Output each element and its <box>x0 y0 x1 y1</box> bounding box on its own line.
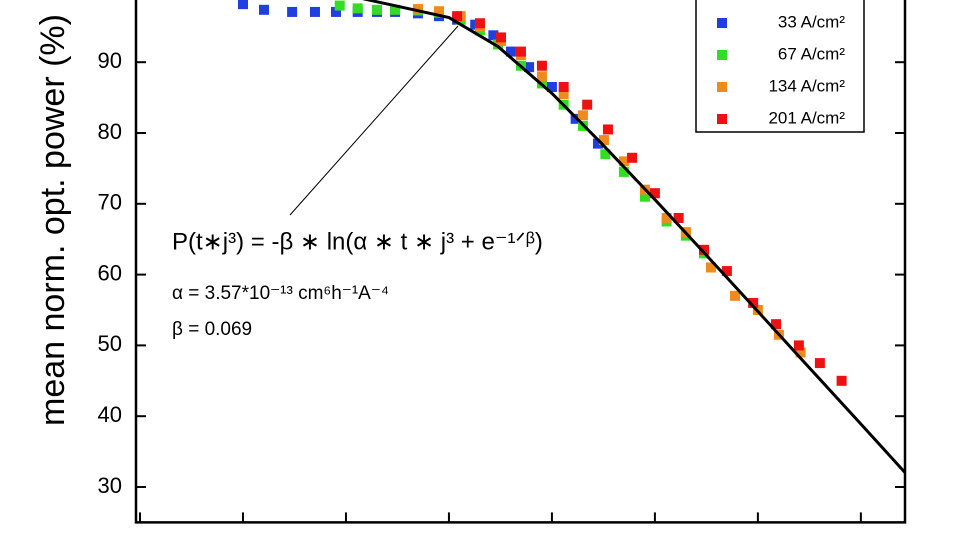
point <box>452 11 463 22</box>
legend-swatch <box>717 18 727 28</box>
point <box>524 62 535 73</box>
point <box>600 149 611 160</box>
point <box>237 0 248 10</box>
point <box>536 71 547 82</box>
point <box>618 156 629 167</box>
point <box>705 262 716 273</box>
point <box>598 135 609 146</box>
point <box>673 212 684 223</box>
point <box>558 89 569 100</box>
point <box>536 60 547 71</box>
y-tick-label: 90 <box>98 48 122 73</box>
point <box>661 212 672 223</box>
point <box>505 46 516 57</box>
point <box>488 30 499 41</box>
fit-line <box>361 0 907 474</box>
point <box>474 18 485 29</box>
pointer-line <box>289 25 459 216</box>
point <box>577 110 588 121</box>
point <box>582 99 593 110</box>
point <box>592 138 603 149</box>
point <box>649 188 660 199</box>
legend-label: 134 A/cm² <box>768 76 845 95</box>
point <box>639 191 650 202</box>
axis-frame <box>134 0 907 524</box>
point <box>334 0 345 11</box>
point <box>515 46 526 57</box>
point <box>287 6 298 17</box>
y-axis-label: mean norm. opt. power (%) <box>34 14 72 426</box>
point <box>618 166 629 177</box>
point <box>309 6 320 17</box>
point <box>433 6 444 17</box>
y-tick-label: 80 <box>98 119 122 144</box>
legend-swatch <box>717 82 727 92</box>
point <box>627 152 638 163</box>
beta-note: β = 0.069 <box>172 319 252 340</box>
y-tick-label: 60 <box>98 260 122 285</box>
y-tick-label: 40 <box>98 402 122 427</box>
point <box>546 81 557 92</box>
point <box>352 3 363 14</box>
point <box>721 266 732 277</box>
point <box>730 290 741 301</box>
point <box>748 297 759 308</box>
point <box>814 358 825 369</box>
point <box>836 375 847 386</box>
legend-label: 67 A/cm² <box>778 44 845 63</box>
legend-label: 201 A/cm² <box>768 108 845 127</box>
point <box>390 4 401 15</box>
point <box>259 4 270 15</box>
y-tick-label: 30 <box>98 473 122 498</box>
point <box>699 244 710 255</box>
legend-swatch <box>717 50 727 60</box>
point <box>412 4 423 15</box>
y-tick-label: 50 <box>98 331 122 356</box>
legend-label: 33 A/cm² <box>778 12 845 31</box>
point <box>602 124 613 135</box>
point <box>330 6 341 17</box>
point <box>793 340 804 351</box>
legend-swatch <box>717 114 727 124</box>
point <box>795 347 806 358</box>
point <box>371 4 382 15</box>
alpha-note: α = 3.57*10⁻¹³ cm⁶h⁻¹A⁻⁴ <box>172 283 389 304</box>
point <box>495 32 506 43</box>
point <box>771 319 782 330</box>
point <box>558 81 569 92</box>
formula: P(t∗j³) = -β ∗ ln(α ∗ t ∗ j³ + e⁻¹ᐟᵝ) <box>172 228 543 255</box>
y-tick-label: 70 <box>98 190 122 215</box>
